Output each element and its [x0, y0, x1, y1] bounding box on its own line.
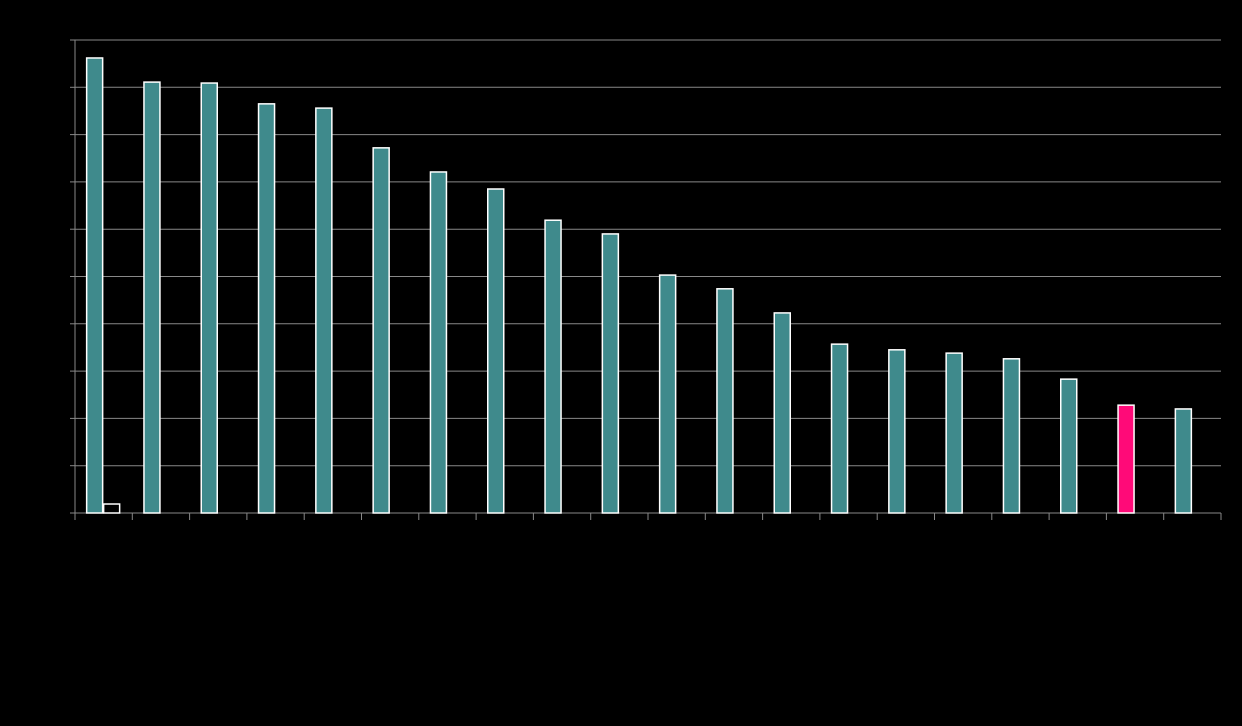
bar — [200, 82, 218, 514]
y-tick-label: 4 — [58, 316, 65, 330]
bar — [544, 219, 562, 514]
bar — [429, 171, 448, 514]
y-tick-label: 3 — [58, 363, 65, 377]
y-tick-label: 7 — [58, 174, 65, 188]
bar — [1174, 408, 1193, 514]
bar — [1117, 404, 1135, 514]
bar — [658, 274, 677, 514]
bar — [487, 188, 505, 514]
bar — [601, 233, 620, 514]
y-tick-label: 2 — [58, 411, 65, 425]
bar — [888, 349, 906, 514]
bar — [716, 288, 734, 514]
y-tick-label: 0 — [58, 505, 65, 519]
bar — [315, 107, 333, 514]
y-tick-label: 10 — [52, 32, 66, 46]
bar — [945, 352, 963, 514]
bar — [830, 343, 849, 514]
bar — [85, 57, 104, 514]
y-tick-label: 5 — [58, 269, 65, 283]
y-tick-label: 8 — [58, 127, 65, 141]
bar — [1002, 358, 1021, 514]
bar — [773, 312, 791, 514]
y-tick-label: 9 — [58, 79, 65, 93]
y-tick-label: 6 — [58, 221, 65, 235]
bar — [257, 103, 276, 514]
bar — [102, 503, 121, 514]
bar — [143, 81, 161, 514]
bar — [1060, 378, 1078, 514]
bar — [372, 147, 390, 514]
y-tick-label: 1 — [58, 458, 65, 472]
